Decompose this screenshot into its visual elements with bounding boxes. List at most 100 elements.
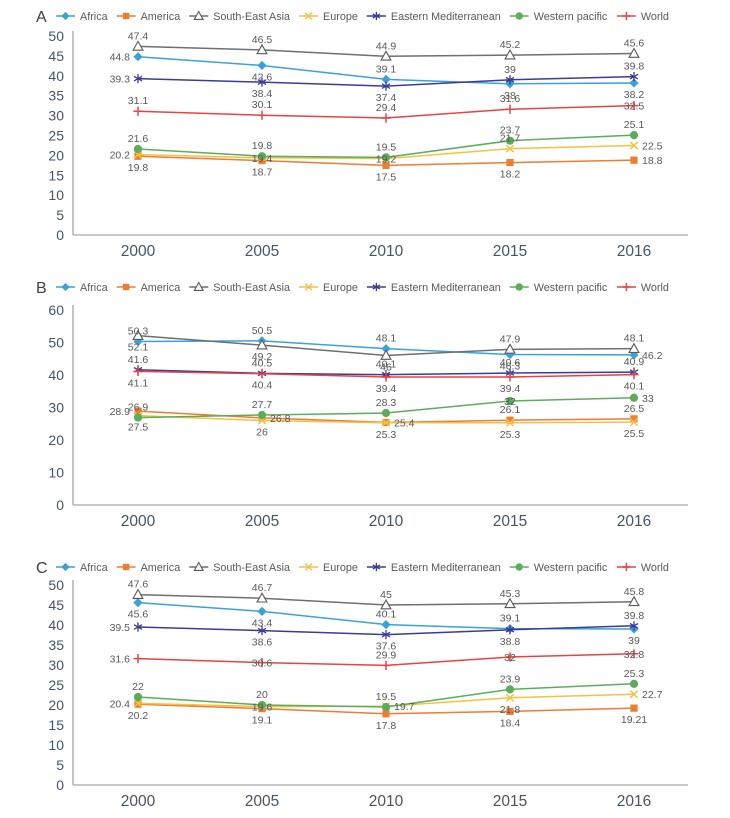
diamond-marker-icon (381, 344, 391, 354)
legend-label: Europe (323, 562, 358, 574)
asterisk-marker-icon (372, 562, 381, 572)
data-label: 50.3 (128, 326, 149, 338)
triangle-marker-icon (132, 329, 144, 341)
data-label: 46.2 (642, 350, 663, 362)
y-tick-label: 35 (48, 637, 64, 653)
data-label: 39.5 (110, 622, 131, 634)
data-label: 22 (132, 681, 144, 693)
data-label: 38.4 (252, 88, 273, 100)
asterisk-marker-icon (257, 77, 267, 87)
y-tick-label: 15 (48, 717, 64, 733)
data-label: 38 (504, 90, 516, 102)
data-label: 47.6 (128, 579, 149, 591)
triangle-marker-icon (504, 343, 516, 354)
square-marker-icon (382, 710, 390, 718)
panel-a: A Africa America South-East Asia Europe Easte… (0, 0, 730, 272)
data-label: 30.1 (252, 99, 273, 111)
plus-marker-icon (505, 104, 515, 114)
asterisk-marker-icon (629, 71, 639, 82)
data-label: 44.9 (376, 40, 397, 52)
data-label: 39.3 (110, 74, 131, 86)
data-label: 25.3 (376, 429, 397, 441)
x-tick-label: 2010 (369, 243, 404, 260)
series-eastern-mediterranean (133, 71, 639, 91)
x-axis: 2000 2005 2010 2015 2016 (73, 234, 688, 260)
xmark-marker-icon (629, 417, 639, 427)
triangle-marker-icon (132, 588, 144, 599)
square-marker-icon (630, 415, 638, 423)
data-label: 26.9 (128, 402, 149, 414)
circle-marker-icon (505, 685, 515, 694)
xmark-marker-icon (505, 418, 515, 427)
x-tick-label: 2016 (617, 793, 651, 810)
legend-item-western-pacific: Western pacific (509, 282, 608, 294)
circle-marker-icon (515, 12, 523, 20)
triangle-marker-icon (256, 592, 268, 603)
x-tick-label: 2015 (493, 243, 527, 260)
data-label: 25.1 (624, 119, 645, 131)
plus-marker-icon (629, 370, 639, 380)
asterisk-marker-icon (629, 621, 639, 631)
data-label: 17.8 (376, 720, 397, 732)
data-label: 40.6 (500, 357, 521, 369)
y-tick-label: 50 (48, 335, 64, 351)
legend-item-africa: Africa (56, 282, 108, 294)
data-label: 23.7 (500, 125, 521, 137)
asterisk-marker-icon (505, 75, 515, 85)
data-label: 28.9 (110, 406, 131, 418)
circle-marker-icon (257, 152, 267, 161)
triangle-marker-icon (256, 43, 268, 55)
data-label: 25.3 (624, 668, 645, 680)
plus-marker-icon (133, 366, 143, 377)
legend-label: Eastern Mediterranean (391, 562, 501, 574)
panel-b: B Africa America South-East Asia Europe Easte… (0, 272, 730, 552)
plus-marker-icon (622, 562, 631, 572)
legend-item-america: America (116, 11, 180, 23)
data-label: 32.5 (624, 101, 645, 113)
circle-marker-icon (381, 153, 391, 162)
data-label: 19.6 (252, 702, 273, 714)
xmark-marker-icon (629, 690, 639, 699)
data-label: 27.7 (252, 399, 273, 411)
data-label: 18.7 (252, 167, 273, 179)
data-label: 40.1 (376, 359, 397, 371)
triangle-marker-icon (504, 597, 516, 609)
data-label: 31.1 (128, 95, 149, 107)
x-tick-label: 2010 (369, 793, 404, 810)
asterisk-marker-icon (257, 626, 267, 636)
data-label: 23.9 (500, 673, 521, 685)
diamond-marker-icon (629, 78, 639, 88)
triangle-marker-icon (132, 40, 144, 51)
circle-marker-icon (505, 136, 515, 145)
x-tick-label: 2000 (121, 243, 156, 260)
triangle-marker-icon (628, 47, 640, 58)
data-label: 26.8 (270, 413, 291, 425)
xmark-marker-icon (133, 699, 143, 708)
triangle-marker-icon (256, 338, 268, 350)
circle-marker-icon (629, 679, 639, 688)
x-tick-label: 2015 (493, 793, 527, 810)
data-label: 40.1 (624, 381, 645, 393)
circle-marker-icon (629, 131, 639, 140)
diamond-marker-icon (61, 562, 70, 572)
triangle-marker-icon (380, 598, 392, 610)
y-tick-label: 10 (48, 465, 64, 481)
square-marker-icon (134, 152, 142, 160)
data-label: 19.2 (376, 154, 397, 166)
plus-marker-icon (629, 101, 639, 111)
data-label: 31.6 (500, 93, 521, 105)
plus-marker-icon (505, 372, 515, 382)
y-tick-label: 30 (48, 657, 64, 673)
diamond-marker-icon (133, 598, 143, 608)
data-label: 38.2 (624, 89, 645, 101)
chart-b: B Africa America South-East Asia Europe Easte… (36, 280, 688, 530)
xmark-marker-icon (304, 283, 313, 291)
x-axis: 2000 2005 2010 2015 2016 (73, 784, 688, 810)
x-tick-label: 2010 (369, 513, 404, 530)
data-label: 37.6 (376, 641, 397, 653)
plus-marker-icon (133, 654, 143, 664)
data-label: 32 (504, 652, 516, 664)
legend-item-eastern-mediterranean: Eastern Mediterranean (366, 282, 501, 294)
circle-marker-icon (133, 413, 143, 422)
asterisk-marker-icon (133, 73, 143, 84)
